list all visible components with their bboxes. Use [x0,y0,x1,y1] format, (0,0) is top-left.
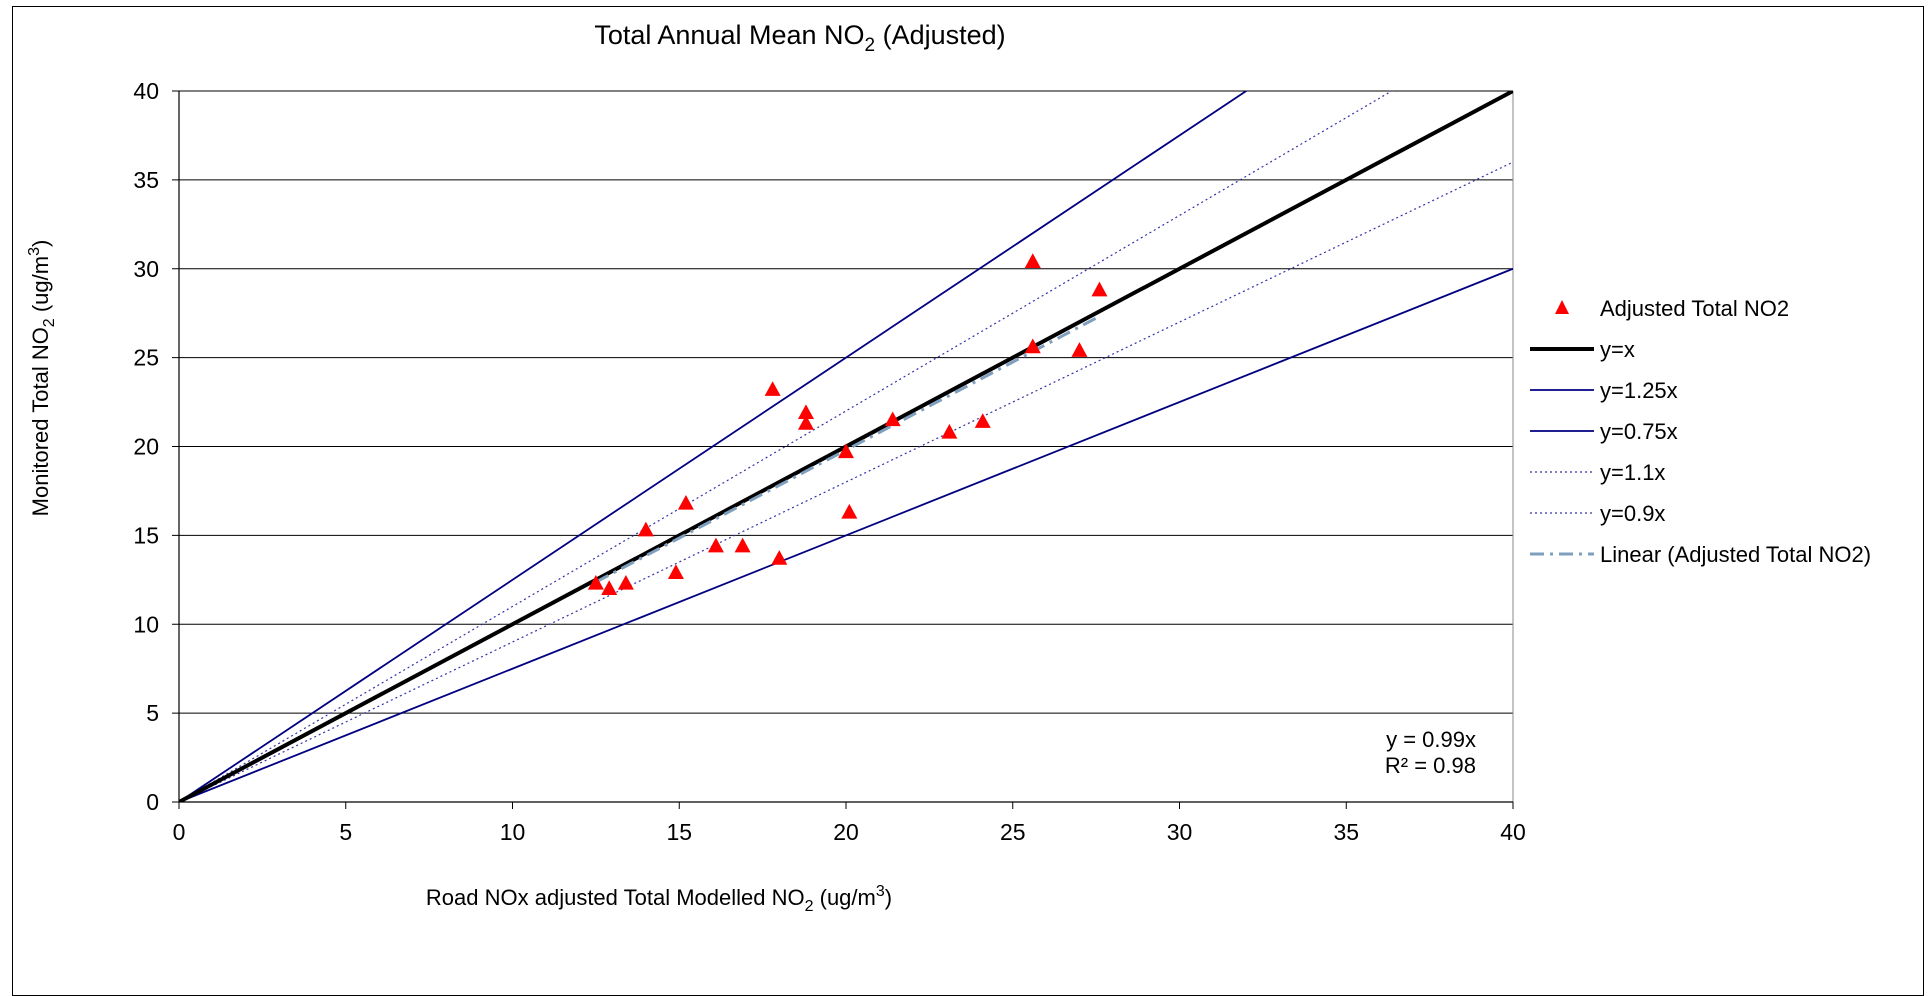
data-point-3 [637,521,654,537]
series-line-y-0-75x [179,267,1513,802]
x-tick-label-15: 15 [666,819,692,845]
data-point-5 [677,494,694,510]
axes [172,90,1514,809]
chart-title: Total Annual Mean NO2 (Adjusted) [594,20,1005,56]
data-point-12 [838,443,854,459]
y-tick-label-30: 30 [133,256,159,282]
data-point-10 [797,414,814,430]
x-axis-title: Road NOx adjusted Total Modelled NO2 (ug… [426,883,892,915]
data-point-6 [707,537,724,553]
tick-labels: 0 5 10 15 20 25 30 35 40 0 5 10 15 20 25 30 35 40 [133,78,1525,845]
y-tick-label-35: 35 [133,167,159,193]
data-point-14 [884,411,901,427]
series-line-y-1-1x [179,91,1393,802]
data-point-20 [1091,281,1108,297]
y-tick-label-10: 10 [133,611,159,637]
gridlines [179,90,1513,714]
y-tick-label-0: 0 [146,789,159,815]
legend-label-5: y=0.9x [1600,501,1665,526]
y-axis-title: Monitored Total NO2 (ug/m3) [26,240,58,517]
r-squared-label: R² = 0.98 [1385,753,1476,778]
data-point-4 [667,564,684,580]
legend-label-4: y=1.1x [1600,460,1665,485]
data-point-18 [1024,338,1041,354]
data-point-13 [841,503,858,519]
y-tick-label-5: 5 [146,700,159,726]
data-point-16 [974,413,991,428]
regression-equation: y = 0.99x [1386,727,1476,752]
x-tick-label-25: 25 [1000,819,1026,845]
legend-label-6: Linear (Adjusted Total NO2) [1600,542,1871,567]
x-tick-label-30: 30 [1167,819,1193,845]
legend-marker-0 [1555,300,1569,314]
legend-label-3: y=0.75x [1600,419,1678,444]
legend: Adjusted Total NO2 y=x y=1.25x y=0.75x y=1.1… [1530,296,1871,567]
data-point-17 [1024,253,1041,268]
data-point-11 [797,404,814,420]
x-tick-label-10: 10 [500,819,526,845]
series-line-linear-adjusted-total-no2- [595,314,1101,584]
legend-label-1: y=x [1600,337,1635,362]
y-tick-label-20: 20 [133,434,159,460]
x-tick-label-35: 35 [1333,819,1359,845]
data-point-2 [617,574,634,590]
x-tick-label-40: 40 [1500,819,1526,845]
data-point-19 [1071,342,1088,357]
legend-label-2: y=1.25x [1600,378,1678,403]
legend-label-0: Adjusted Total NO2 [1600,296,1789,321]
x-tick-label-0: 0 [173,819,186,845]
y-tick-label-25: 25 [133,345,159,371]
y-tick-label-40: 40 [133,78,159,104]
data-point-0 [587,574,604,590]
x-tick-label-5: 5 [339,819,352,845]
data-point-7 [734,537,751,553]
data-points [587,253,1108,595]
series-line-y-1-25x [179,91,1248,802]
data-point-1 [601,580,618,595]
series-line-y-0-9x [179,161,1513,802]
x-tick-label-20: 20 [833,819,859,845]
reference-lines [179,91,1513,802]
data-point-15 [941,423,958,439]
data-point-9 [771,550,788,565]
y-tick-label-15: 15 [133,522,159,548]
data-point-8 [764,381,781,396]
